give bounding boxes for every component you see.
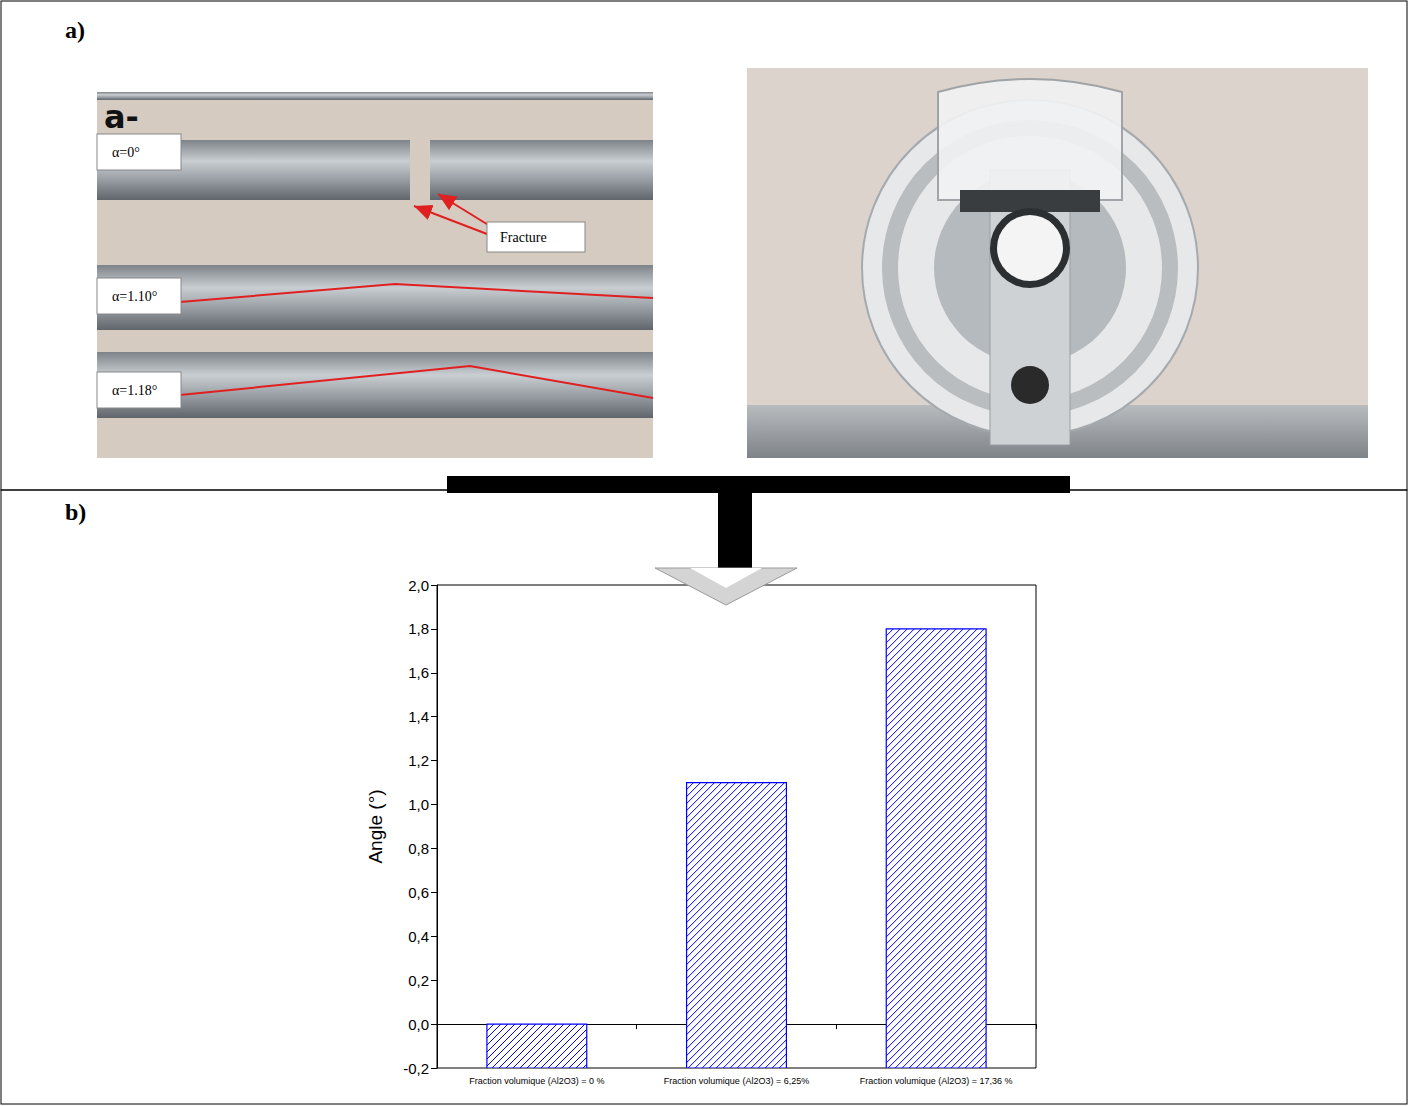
svg-text:Angle (°): Angle (°) — [365, 789, 386, 863]
svg-text:0,6: 0,6 — [408, 884, 429, 901]
svg-text:1,2: 1,2 — [408, 752, 429, 769]
svg-text:a-: a- — [104, 98, 139, 136]
svg-text:α=1.18°: α=1.18° — [112, 383, 157, 398]
svg-text:2,0: 2,0 — [408, 577, 429, 594]
svg-text:0,8: 0,8 — [408, 840, 429, 857]
svg-text:Fraction volumique (Al2O3) = 1: Fraction volumique (Al2O3) = 17,36 % — [860, 1076, 1013, 1086]
svg-text:a): a) — [65, 17, 85, 43]
svg-text:1,0: 1,0 — [408, 796, 429, 813]
svg-text:Fraction volumique (Al2O3) = 6: Fraction volumique (Al2O3) = 6,25% — [664, 1076, 809, 1086]
svg-text:0,4: 0,4 — [408, 928, 429, 945]
svg-text:1,8: 1,8 — [408, 620, 429, 637]
svg-text:0,2: 0,2 — [408, 972, 429, 989]
svg-text:b): b) — [65, 499, 86, 525]
svg-text:1,4: 1,4 — [408, 708, 429, 725]
svg-text:1,6: 1,6 — [408, 664, 429, 681]
svg-text:α=1.10°: α=1.10° — [112, 289, 157, 304]
svg-text:Fracture: Fracture — [500, 230, 547, 245]
svg-text:0,0: 0,0 — [408, 1016, 429, 1033]
svg-text:α=0°: α=0° — [112, 145, 140, 160]
svg-text:-0,2: -0,2 — [403, 1060, 429, 1077]
svg-text:Fraction volumique (Al2O3) = 0: Fraction volumique (Al2O3) = 0 % — [469, 1076, 604, 1086]
